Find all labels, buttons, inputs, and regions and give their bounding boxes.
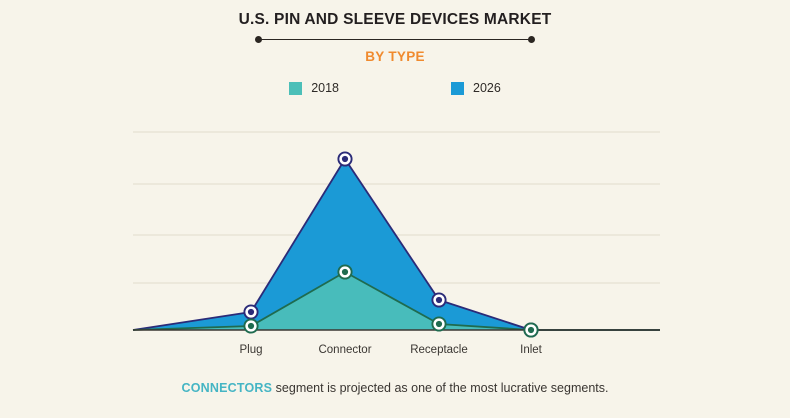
footnote-text: segment is projected as one of the most … [272,381,609,395]
data-point-2026-plug[interactable] [243,304,259,320]
divider-dot-left-icon [255,36,262,44]
series-area-2018 [133,272,660,330]
chart-legend: 2018 2026 [0,82,790,95]
chart-footnote: CONNECTORS segment is projected as one o… [0,381,790,395]
data-point-2018-plug[interactable] [243,318,259,334]
chart-header: U.S. PIN AND SLEEVE DEVICES MARKET BY TY… [0,10,790,64]
x-axis-label-connector: Connector [318,344,372,356]
divider-dot-right-icon [528,36,535,44]
divider-rule [259,39,531,41]
page-title: U.S. PIN AND SLEEVE DEVICES MARKET [238,11,552,28]
legend-label-2026: 2026 [473,81,501,95]
x-axis-label-inlet: Inlet [520,344,542,356]
x-axis-label-receptacle: Receptacle [410,344,468,356]
data-point-2018-connector[interactable] [337,264,353,280]
x-axis-labels: Plug Connector Receptacle Inlet [0,344,790,362]
legend-swatch-2026-icon [451,82,464,95]
legend-item-2018[interactable]: 2018 [289,82,339,95]
gridlines [133,131,660,284]
footnote-highlight: CONNECTORS [181,381,273,395]
title-divider [255,34,535,46]
legend-label-2018: 2018 [311,81,339,95]
series-areas [132,158,660,331]
x-axis-label-plug: Plug [239,344,263,356]
series-line-2018 [132,271,660,331]
chart-subtitle: BY TYPE [365,49,425,64]
legend-item-2026[interactable]: 2026 [451,82,501,95]
data-point-2018-receptacle[interactable] [431,316,447,332]
legend-swatch-2018-icon [289,82,303,95]
data-point-markers [243,151,539,338]
data-point-2026-connector[interactable] [337,151,353,167]
data-point-2026-inlet[interactable] [523,322,539,338]
data-point-2018-inlet[interactable] [523,322,539,338]
series-line-2026 [132,158,660,331]
data-point-2026-receptacle[interactable] [431,292,447,308]
series-area-2026 [133,159,660,330]
